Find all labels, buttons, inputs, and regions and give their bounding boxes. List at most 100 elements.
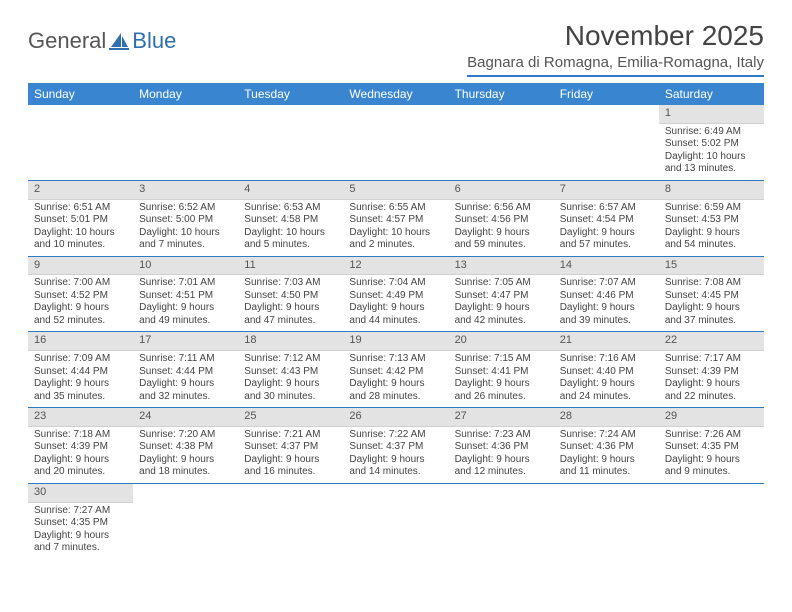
- calendar-day-cell: [554, 105, 659, 180]
- day-number: 20: [449, 332, 554, 351]
- day-number: 5: [343, 181, 448, 200]
- day-body: Sunrise: 7:08 AMSunset: 4:45 PMDaylight:…: [659, 275, 764, 331]
- sunset-text: Sunset: 4:46 PM: [560, 290, 653, 303]
- calendar-week-row: 30Sunrise: 7:27 AMSunset: 4:35 PMDayligh…: [28, 483, 764, 558]
- sunset-text: Sunset: 4:37 PM: [349, 441, 442, 454]
- sunset-text: Sunset: 4:41 PM: [455, 366, 548, 379]
- sunset-text: Sunset: 5:02 PM: [665, 138, 758, 151]
- day-body: Sunrise: 7:27 AMSunset: 4:35 PMDaylight:…: [28, 503, 133, 559]
- calendar-day-cell: [238, 105, 343, 180]
- daylight-text: Daylight: 9 hours and 49 minutes.: [139, 302, 232, 327]
- day-number: 28: [554, 408, 659, 427]
- calendar-week-row: 9Sunrise: 7:00 AMSunset: 4:52 PMDaylight…: [28, 256, 764, 332]
- calendar-day-cell: 23Sunrise: 7:18 AMSunset: 4:39 PMDayligh…: [28, 408, 133, 484]
- daylight-text: Daylight: 10 hours and 13 minutes.: [665, 151, 758, 176]
- daylight-text: Daylight: 9 hours and 9 minutes.: [665, 454, 758, 479]
- day-body: Sunrise: 6:55 AMSunset: 4:57 PMDaylight:…: [343, 200, 448, 256]
- calendar-day-cell: 8Sunrise: 6:59 AMSunset: 4:53 PMDaylight…: [659, 180, 764, 256]
- sunset-text: Sunset: 4:35 PM: [34, 517, 127, 530]
- daylight-text: Daylight: 9 hours and 14 minutes.: [349, 454, 442, 479]
- day-body: Sunrise: 6:52 AMSunset: 5:00 PMDaylight:…: [133, 200, 238, 256]
- sunrise-text: Sunrise: 7:05 AM: [455, 277, 548, 290]
- sunrise-text: Sunrise: 7:09 AM: [34, 353, 127, 366]
- calendar-day-cell: 21Sunrise: 7:16 AMSunset: 4:40 PMDayligh…: [554, 332, 659, 408]
- day-body: Sunrise: 7:11 AMSunset: 4:44 PMDaylight:…: [133, 351, 238, 407]
- daylight-text: Daylight: 9 hours and 30 minutes.: [244, 378, 337, 403]
- daylight-text: Daylight: 9 hours and 44 minutes.: [349, 302, 442, 327]
- day-body: Sunrise: 6:59 AMSunset: 4:53 PMDaylight:…: [659, 200, 764, 256]
- sunset-text: Sunset: 4:56 PM: [455, 214, 548, 227]
- sunset-text: Sunset: 4:54 PM: [560, 214, 653, 227]
- sunset-text: Sunset: 4:45 PM: [665, 290, 758, 303]
- day-body: Sunrise: 7:07 AMSunset: 4:46 PMDaylight:…: [554, 275, 659, 331]
- sunset-text: Sunset: 4:52 PM: [34, 290, 127, 303]
- day-number: 17: [133, 332, 238, 351]
- day-body: Sunrise: 7:12 AMSunset: 4:43 PMDaylight:…: [238, 351, 343, 407]
- sunrise-text: Sunrise: 7:01 AM: [139, 277, 232, 290]
- calendar-day-cell: 2Sunrise: 6:51 AMSunset: 5:01 PMDaylight…: [28, 180, 133, 256]
- sunset-text: Sunset: 4:37 PM: [244, 441, 337, 454]
- daylight-text: Daylight: 9 hours and 24 minutes.: [560, 378, 653, 403]
- sunset-text: Sunset: 4:42 PM: [349, 366, 442, 379]
- day-number: 29: [659, 408, 764, 427]
- day-body: Sunrise: 7:01 AMSunset: 4:51 PMDaylight:…: [133, 275, 238, 331]
- day-body: Sunrise: 7:03 AMSunset: 4:50 PMDaylight:…: [238, 275, 343, 331]
- day-body: Sunrise: 7:16 AMSunset: 4:40 PMDaylight:…: [554, 351, 659, 407]
- daylight-text: Daylight: 10 hours and 5 minutes.: [244, 227, 337, 252]
- daylight-text: Daylight: 9 hours and 37 minutes.: [665, 302, 758, 327]
- calendar-day-cell: 12Sunrise: 7:04 AMSunset: 4:49 PMDayligh…: [343, 256, 448, 332]
- logo-sail-icon: [108, 31, 130, 51]
- day-number: 25: [238, 408, 343, 427]
- sunset-text: Sunset: 4:50 PM: [244, 290, 337, 303]
- daylight-text: Daylight: 9 hours and 54 minutes.: [665, 227, 758, 252]
- calendar-day-cell: 29Sunrise: 7:26 AMSunset: 4:35 PMDayligh…: [659, 408, 764, 484]
- day-number: 1: [659, 105, 764, 124]
- weekday-header: Wednesday: [343, 83, 448, 105]
- sunrise-text: Sunrise: 6:51 AM: [34, 202, 127, 215]
- calendar-day-cell: [238, 483, 343, 558]
- day-body: Sunrise: 6:53 AMSunset: 4:58 PMDaylight:…: [238, 200, 343, 256]
- calendar-day-cell: [28, 105, 133, 180]
- sunset-text: Sunset: 4:36 PM: [455, 441, 548, 454]
- daylight-text: Daylight: 9 hours and 20 minutes.: [34, 454, 127, 479]
- day-number: 3: [133, 181, 238, 200]
- weekday-header: Saturday: [659, 83, 764, 105]
- sunrise-text: Sunrise: 7:04 AM: [349, 277, 442, 290]
- sunrise-text: Sunrise: 7:00 AM: [34, 277, 127, 290]
- logo: General Blue: [28, 20, 176, 54]
- day-number: 8: [659, 181, 764, 200]
- sunrise-text: Sunrise: 6:57 AM: [560, 202, 653, 215]
- sunrise-text: Sunrise: 7:24 AM: [560, 429, 653, 442]
- sunrise-text: Sunrise: 6:53 AM: [244, 202, 337, 215]
- sunrise-text: Sunrise: 7:22 AM: [349, 429, 442, 442]
- daylight-text: Daylight: 9 hours and 52 minutes.: [34, 302, 127, 327]
- day-number: 27: [449, 408, 554, 427]
- day-number: 24: [133, 408, 238, 427]
- daylight-text: Daylight: 9 hours and 32 minutes.: [139, 378, 232, 403]
- daylight-text: Daylight: 9 hours and 18 minutes.: [139, 454, 232, 479]
- day-body: Sunrise: 7:24 AMSunset: 4:36 PMDaylight:…: [554, 427, 659, 483]
- calendar-day-cell: 19Sunrise: 7:13 AMSunset: 4:42 PMDayligh…: [343, 332, 448, 408]
- day-body: Sunrise: 6:57 AMSunset: 4:54 PMDaylight:…: [554, 200, 659, 256]
- sunrise-text: Sunrise: 7:15 AM: [455, 353, 548, 366]
- calendar-day-cell: 22Sunrise: 7:17 AMSunset: 4:39 PMDayligh…: [659, 332, 764, 408]
- day-body: Sunrise: 7:17 AMSunset: 4:39 PMDaylight:…: [659, 351, 764, 407]
- daylight-text: Daylight: 10 hours and 2 minutes.: [349, 227, 442, 252]
- sunset-text: Sunset: 4:39 PM: [665, 366, 758, 379]
- sunrise-text: Sunrise: 7:17 AM: [665, 353, 758, 366]
- daylight-text: Daylight: 9 hours and 7 minutes.: [34, 530, 127, 555]
- calendar-table: SundayMondayTuesdayWednesdayThursdayFrid…: [28, 83, 764, 559]
- day-number: 21: [554, 332, 659, 351]
- calendar-day-cell: 18Sunrise: 7:12 AMSunset: 4:43 PMDayligh…: [238, 332, 343, 408]
- sunset-text: Sunset: 4:39 PM: [34, 441, 127, 454]
- sunset-text: Sunset: 4:35 PM: [665, 441, 758, 454]
- calendar-day-cell: 20Sunrise: 7:15 AMSunset: 4:41 PMDayligh…: [449, 332, 554, 408]
- title-block: November 2025 Bagnara di Romagna, Emilia…: [467, 20, 764, 77]
- calendar-day-cell: [133, 483, 238, 558]
- sunrise-text: Sunrise: 7:23 AM: [455, 429, 548, 442]
- sunrise-text: Sunrise: 7:12 AM: [244, 353, 337, 366]
- sunrise-text: Sunrise: 7:11 AM: [139, 353, 232, 366]
- calendar-day-cell: 16Sunrise: 7:09 AMSunset: 4:44 PMDayligh…: [28, 332, 133, 408]
- day-body: Sunrise: 7:04 AMSunset: 4:49 PMDaylight:…: [343, 275, 448, 331]
- daylight-text: Daylight: 9 hours and 11 minutes.: [560, 454, 653, 479]
